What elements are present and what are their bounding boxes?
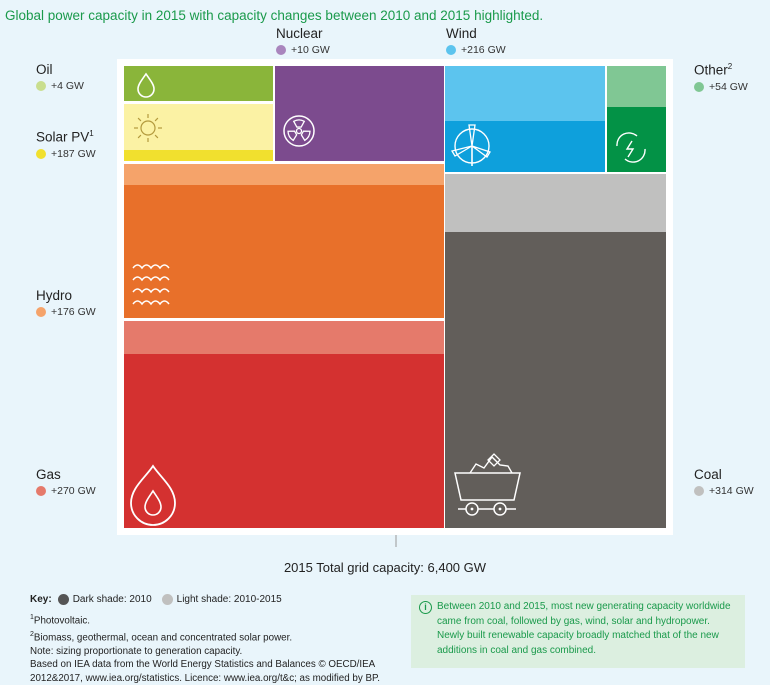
callout-line-1: Between 2010 and 2015, most new generati…: [437, 601, 731, 612]
tile-hydro-dark: [124, 185, 444, 318]
legend-other: Other2 +54 GW: [694, 62, 748, 93]
sun-ray: [137, 117, 142, 122]
legend-oil: Oil +4 GW: [36, 62, 84, 92]
legend-coal: Coal +314 GW: [694, 467, 754, 497]
legend-nuclear-name: Nuclear: [276, 26, 323, 41]
tile-coal-light: [445, 174, 666, 232]
legend-hydro-dot: [36, 307, 46, 317]
legend-oil-value: +4 GW: [51, 80, 84, 92]
waves-icon: [132, 276, 170, 282]
legend-coal-dot: [694, 486, 704, 496]
turbine-blade: [471, 145, 491, 158]
turbine-blade: [468, 124, 476, 147]
legend-gas-name: Gas: [36, 467, 61, 482]
legend-oil-name: Oil: [36, 62, 53, 77]
radiation-blade: [300, 130, 311, 142]
legend-solar: Solar PV1 +187 GW: [36, 129, 96, 160]
legend-nuclear: Nuclear +10 GW: [276, 26, 330, 56]
legend-coal-name: Coal: [694, 467, 722, 482]
tile-solar-pv-dark: [124, 150, 273, 161]
footnotes: 1Photovoltaic. 2Biomass, geothermal, oce…: [30, 611, 380, 685]
tile-hydro-light: [124, 164, 444, 185]
info-callout: i Between 2010 and 2015, most new genera…: [411, 595, 745, 668]
radiation-center: [295, 127, 303, 135]
turbine-blade: [450, 145, 473, 157]
legend-wind-name: Wind: [446, 26, 477, 41]
key-light-text: Light shade: 2010-2015: [176, 594, 282, 605]
tile-oil-dark: [124, 66, 273, 101]
waves-icon: [132, 288, 170, 294]
tile-solar-pv-light: [124, 104, 273, 150]
legend-coal-value: +314 GW: [709, 485, 754, 497]
legend-wind-value: +216 GW: [461, 44, 506, 56]
tile-coal-dark: [445, 232, 666, 528]
legend-other-value: +54 GW: [709, 80, 748, 93]
tile-wind-light: [445, 66, 605, 121]
legend-solar-name: Solar PV1: [36, 129, 94, 145]
waves-icon: [132, 300, 170, 306]
legend-nuclear-dot: [276, 45, 286, 55]
recycle-icon: [616, 132, 638, 147]
chart-title: Global power capacity in 2015 with capac…: [5, 8, 544, 23]
tile-other-light: [607, 66, 666, 107]
legend-other-name: Other2: [694, 62, 733, 78]
waves-icon: [132, 264, 170, 270]
info-icon: i: [419, 601, 432, 614]
key-dark-dot: [57, 594, 69, 605]
legend-gas-value: +270 GW: [51, 485, 96, 497]
bolt-mark: [625, 140, 635, 158]
oil-drop-icon: [137, 72, 155, 98]
footnote-note: Note: sizing proportionate to generation…: [30, 645, 243, 657]
legend-solar-value: +187 GW: [51, 147, 96, 160]
legend-hydro-value: +176 GW: [51, 306, 96, 318]
footnote-1: 1Photovoltaic.: [30, 614, 90, 627]
key-light-dot: [161, 594, 173, 605]
cart-hub: [498, 507, 502, 511]
footnote-2: 2Biomass, geothermal, ocean and concentr…: [30, 630, 293, 644]
key-legend: Key: Dark shade: 2010 Light shade: 2010-…: [30, 594, 282, 605]
recycle-arc: [624, 148, 646, 163]
tile-gas-light: [124, 321, 444, 354]
legend-gas: Gas +270 GW: [36, 467, 96, 497]
coal-pile: [469, 455, 513, 474]
legend-wind-dot: [446, 45, 456, 55]
tile-gas-dark: [124, 354, 444, 528]
legend-other-dot: [694, 81, 704, 92]
tile-nuclear-dark: [275, 66, 444, 161]
legend-solar-dot: [36, 148, 46, 159]
sun-ray: [137, 134, 142, 139]
legend-hydro: Hydro +176 GW: [36, 288, 96, 318]
callout-line-3: Newly built renewable capacity broadly m…: [437, 630, 719, 641]
key-label: Key:: [30, 594, 52, 605]
callout-line-4: additions in coal and gas combined.: [437, 644, 596, 656]
key-dark-text: Dark shade: 2010: [72, 594, 152, 605]
legend-nuclear-value: +10 GW: [291, 44, 330, 56]
radiation-blade: [287, 130, 298, 142]
sun-ray: [154, 134, 159, 139]
callout-line-2: came from coal, followed by gas, wind, s…: [437, 615, 710, 627]
legend-wind: Wind +216 GW: [446, 26, 506, 56]
sun-icon: [140, 120, 156, 136]
radiation-icon: [283, 115, 315, 147]
coal-cart-icon: [454, 472, 521, 501]
legend-hydro-name: Hydro: [36, 288, 73, 303]
total-capacity-label: 2015 Total grid capacity: 6,400 GW: [283, 560, 487, 575]
flame-inner: [144, 489, 162, 516]
cart-hub: [470, 507, 474, 511]
footnote-source-1: Based on IEA data from the World Energy …: [30, 659, 376, 671]
sun-ray: [154, 117, 159, 122]
coal-lump: [487, 453, 501, 467]
radiation-blade: [292, 119, 306, 128]
footnote-source-2: 2012&2017, www.iea.org/statistics. Licen…: [30, 672, 380, 684]
legend-oil-dot: [36, 81, 46, 91]
legend-gas-dot: [36, 486, 46, 496]
flame-icon: [130, 464, 176, 526]
